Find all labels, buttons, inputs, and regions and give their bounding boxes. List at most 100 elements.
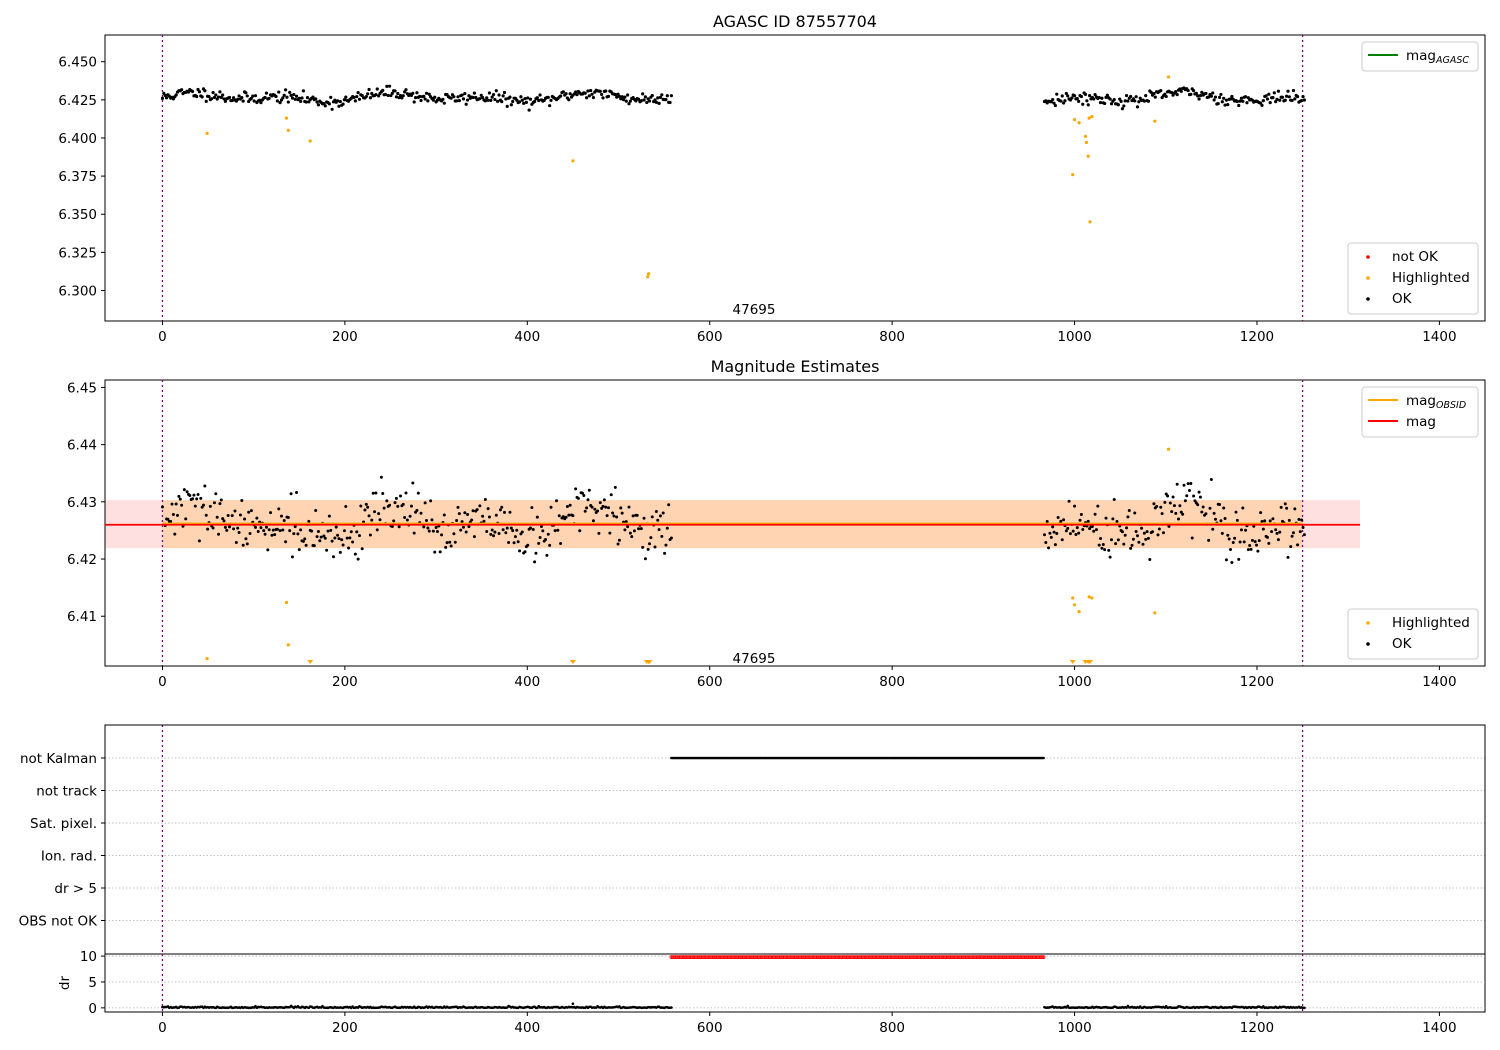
ok-point: [1274, 528, 1278, 532]
ok-point: [393, 89, 397, 93]
ok-point: [244, 537, 248, 541]
agasc-plot-frame: [104, 34, 1486, 322]
ok-point: [285, 95, 289, 99]
ok-point: [504, 531, 508, 535]
ok-point: [504, 97, 508, 101]
ok-point: [1249, 547, 1253, 551]
ok-point: [1074, 532, 1078, 536]
ok-point: [397, 525, 401, 529]
ok-point: [1298, 530, 1302, 534]
ok-point: [323, 536, 327, 540]
ok-point: [381, 88, 385, 92]
ok-point: [1263, 519, 1267, 523]
ok-point: [299, 99, 303, 103]
ok-point: [615, 95, 619, 99]
ok-point: [217, 532, 221, 536]
ok-point: [160, 505, 164, 509]
ok-point: [1201, 505, 1205, 509]
ok-point: [605, 514, 609, 518]
ok-point: [1159, 505, 1163, 509]
ok-point: [1268, 519, 1272, 523]
ok-point: [460, 520, 464, 524]
obsid-label: 47695: [733, 651, 776, 667]
ok-point: [637, 527, 641, 531]
estimates-y-tick-label: 6.42: [67, 552, 97, 568]
ok-point: [1186, 88, 1190, 93]
ok-point: [1142, 99, 1146, 103]
ok-point: [1241, 506, 1245, 510]
ok-point: [258, 98, 262, 102]
ok-point: [404, 88, 408, 92]
ok-point: [1301, 95, 1305, 99]
ok-point: [215, 515, 219, 519]
ok-point: [1108, 97, 1112, 101]
ok-point: [401, 94, 405, 98]
ok-point: [1153, 95, 1157, 99]
ok-point: [1108, 555, 1112, 559]
estimates-legend-points-dot-swatch: [1366, 642, 1370, 646]
ok-point: [568, 92, 572, 96]
ok-point: [323, 104, 327, 108]
agasc-x-tick-label: 0: [158, 329, 167, 345]
ok-point: [565, 504, 569, 508]
ok-point: [325, 548, 329, 552]
ok-point: [182, 488, 186, 492]
ok-point: [472, 91, 476, 95]
ok-point: [1172, 504, 1176, 508]
ok-point: [1159, 89, 1163, 93]
ok-point: [1081, 102, 1085, 106]
ok-point: [353, 99, 357, 103]
ok-point: [266, 548, 270, 552]
ok-point: [1137, 100, 1141, 104]
ok-point: [422, 94, 426, 98]
ok-point: [522, 101, 526, 105]
ok-point: [423, 97, 427, 101]
ok-point: [598, 501, 602, 505]
ok-point: [341, 543, 345, 547]
ok-point: [355, 94, 359, 99]
highlighted-point: [1090, 115, 1094, 119]
ok-point: [370, 518, 374, 522]
ok-point: [356, 90, 360, 95]
ok-point: [1207, 538, 1211, 542]
ok-point: [1208, 506, 1212, 510]
ok-point: [385, 84, 389, 88]
ok-point: [1060, 94, 1064, 98]
ok-point: [185, 490, 189, 494]
ok-point: [576, 496, 580, 500]
ok-point: [415, 91, 419, 95]
ok-point: [1218, 502, 1222, 506]
ok-point: [1075, 526, 1079, 530]
estimates-legend-lines-label: mag: [1406, 414, 1436, 430]
ok-point: [251, 94, 255, 98]
ok-point: [483, 99, 487, 103]
ok-point: [627, 102, 631, 106]
ok-point: [478, 97, 482, 101]
highlighted-point: [1072, 118, 1077, 122]
ok-point: [212, 95, 217, 100]
ok-point: [371, 491, 375, 495]
ok-point: [596, 509, 600, 513]
ok-point: [227, 95, 232, 100]
ok-point: [1092, 97, 1096, 101]
highlighted-point: [286, 643, 290, 647]
ok-point: [1301, 526, 1305, 530]
agasc-x-tick-label: 1000: [1057, 329, 1091, 345]
ok-point: [511, 99, 515, 104]
ok-point: [269, 511, 273, 515]
ok-point: [367, 514, 371, 518]
ok-point: [241, 99, 245, 103]
ok-point: [1302, 98, 1307, 102]
highlighted-point: [1087, 595, 1091, 599]
ok-point: [211, 91, 215, 95]
highlighted-point: [1153, 611, 1157, 615]
flag-point: [1042, 756, 1045, 760]
ok-point: [452, 95, 456, 99]
ok-point: [517, 100, 522, 104]
ok-point: [359, 504, 363, 508]
ok-point: [660, 534, 664, 538]
ok-point: [1300, 518, 1304, 522]
magnitude-estimates-title: Magnitude Estimates: [711, 357, 880, 376]
ok-point: [1302, 533, 1306, 537]
ok-point: [1104, 516, 1108, 520]
